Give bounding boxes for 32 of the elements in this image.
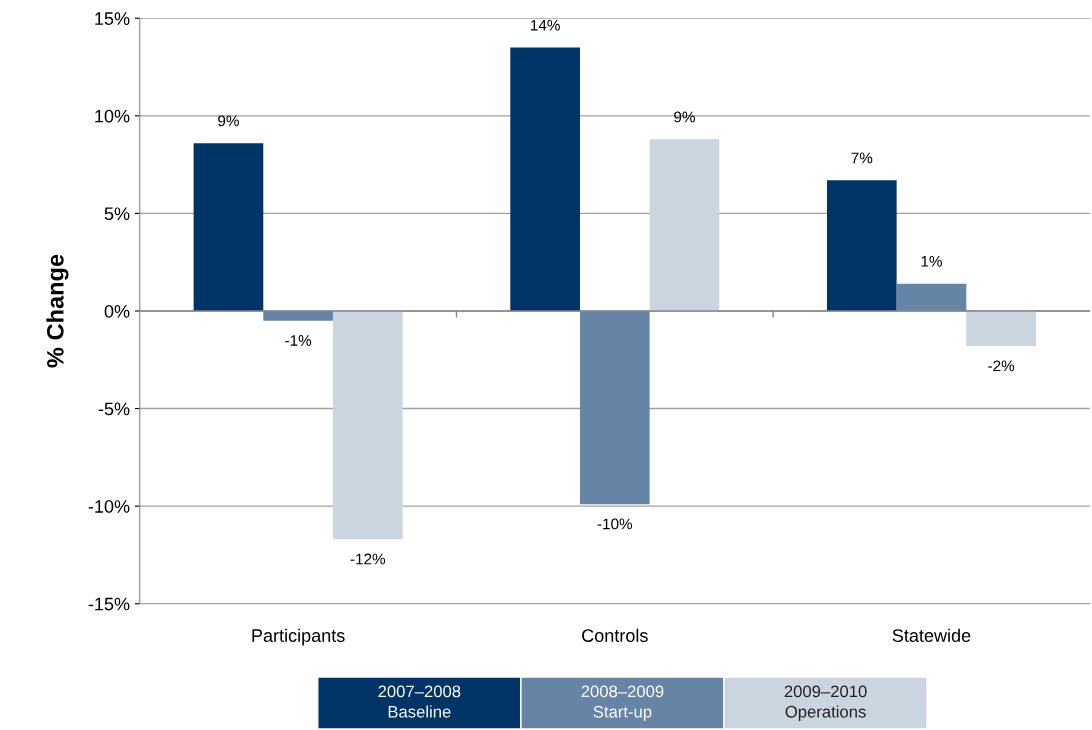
data-label: 1% <box>921 256 942 267</box>
data-label: -2% <box>988 360 1015 372</box>
y-axis-title: % Change <box>46 254 69 368</box>
bar <box>332 310 403 540</box>
text: 2009–2010 Operations <box>784 685 867 721</box>
data-label: -12% <box>350 553 386 565</box>
data-label: 9% <box>674 111 695 123</box>
bar <box>826 180 897 311</box>
data-label: -10% <box>597 518 633 530</box>
y-tick-label: -15% <box>88 597 130 611</box>
bar <box>579 310 650 505</box>
data-label: 9% <box>218 115 239 127</box>
y-tick-label: 15% <box>95 12 130 25</box>
text: 2008–2009 Start-up <box>581 685 664 721</box>
x-tick-label: Statewide <box>892 628 971 642</box>
y-tick-label: 5% <box>104 207 130 221</box>
y-tick-label: -10% <box>88 500 130 513</box>
bar <box>193 143 264 311</box>
bar <box>263 310 333 321</box>
data-label: 14% <box>531 19 560 31</box>
data-label: 7% <box>851 152 873 164</box>
bar <box>896 283 967 311</box>
y-tick-label: -5% <box>98 402 130 416</box>
y-tick-label: 0% <box>104 304 130 318</box>
x-tick-label: Controls <box>582 628 648 642</box>
bar <box>966 310 1036 347</box>
data-label: -1% <box>285 335 312 346</box>
text: 2007–2008 Baseline <box>378 685 461 718</box>
x-tick-label: Participants <box>252 628 345 646</box>
bar <box>510 47 580 311</box>
y-tick-label: 10% <box>95 109 130 123</box>
bar <box>649 139 720 311</box>
